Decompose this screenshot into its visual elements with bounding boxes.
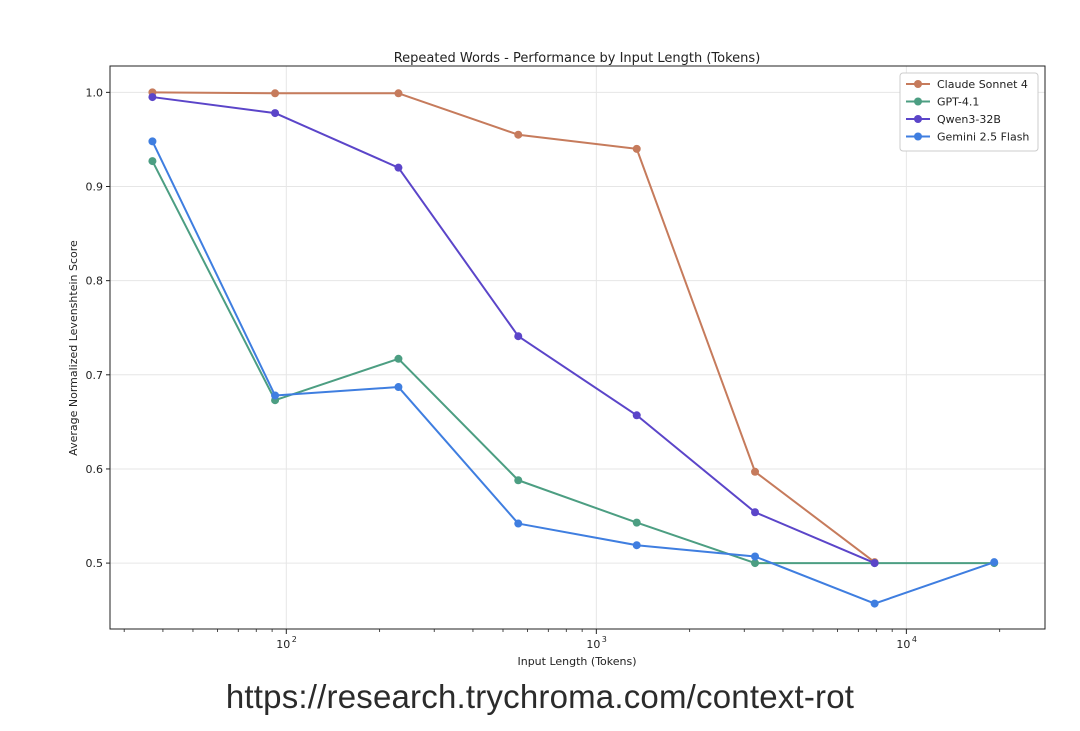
data-point-claude-sonnet-4 — [751, 467, 760, 476]
y-tick-label: 0.8 — [86, 275, 104, 288]
data-point-qwen3-32b — [870, 559, 879, 568]
legend: Claude Sonnet 4 GPT-4.1 Qwen3-32B Gemini 2.… — [899, 72, 1039, 152]
data-point-gemini-2-5-flash — [990, 558, 999, 567]
series-line-qwen3-32b — [152, 96, 876, 565]
x-tick-label: 10 — [276, 638, 290, 651]
x-axis-label: Input Length (Tokens) — [517, 655, 636, 668]
x-tick-exponent: 4 — [912, 635, 917, 644]
data-point-claude-sonnet-4 — [514, 130, 523, 139]
legend-marker-qwen3-32b — [914, 115, 922, 123]
source-url-caption: https://research.trychroma.com/context-r… — [225, 678, 855, 715]
legend-marker-gemini-2-5-flash — [914, 132, 922, 141]
data-point-gemini-2-5-flash — [870, 599, 879, 608]
data-point-qwen3-32b — [148, 93, 157, 102]
legend-marker-gpt-4-1 — [914, 97, 922, 106]
legend-label-qwen3-32b: Qwen3-32B — [937, 113, 1001, 126]
data-point-gpt-4-1 — [632, 518, 641, 527]
plot-area — [109, 65, 1046, 630]
y-tick-label: 1.0 — [86, 86, 104, 99]
y-tick-label: 0.9 — [86, 181, 104, 194]
data-point-gemini-2-5-flash — [514, 519, 523, 528]
data-point-gpt-4-1 — [148, 157, 157, 166]
series-line-gpt-4-1 — [151, 160, 995, 565]
data-point-qwen3-32b — [394, 163, 403, 172]
data-point-qwen3-32b — [514, 332, 523, 341]
legend-label-gpt-4-1: GPT-4.1 — [937, 96, 979, 109]
x-tick-exponent: 2 — [292, 635, 297, 644]
x-tick-label: 10 — [896, 638, 910, 651]
x-tick-label: 10 — [586, 638, 600, 651]
data-point-qwen3-32b — [632, 411, 641, 420]
data-point-gemini-2-5-flash — [148, 137, 157, 146]
data-point-claude-sonnet-4 — [632, 144, 641, 153]
data-point-qwen3-32b — [271, 109, 280, 118]
legend-label-gemini-2-5-flash: Gemini 2.5 Flash — [937, 131, 1029, 144]
y-axis: 0.5 0.6 0.7 0.8 0.9 1.0 — [86, 86, 110, 570]
legend-marker-claude-sonnet-4 — [914, 80, 922, 88]
data-point-gpt-4-1 — [394, 354, 403, 363]
data-point-gemini-2-5-flash — [394, 383, 403, 392]
x-axis: 10 2 10 3 10 4 — [123, 629, 1001, 651]
x-tick-exponent: 3 — [602, 635, 607, 644]
data-point-claude-sonnet-4 — [394, 89, 403, 98]
series-line-gemini-2-5-flash — [151, 140, 995, 605]
data-point-gemini-2-5-flash — [271, 391, 280, 400]
series-layer — [148, 88, 999, 608]
data-point-gemini-2-5-flash — [632, 541, 641, 550]
y-axis-label: Average Normalized Levenshtein Score — [67, 240, 80, 456]
series-line-claude-sonnet-4 — [152, 91, 876, 563]
legend-label-claude-sonnet-4: Claude Sonnet 4 — [937, 78, 1028, 91]
data-point-gpt-4-1 — [751, 559, 760, 568]
data-point-claude-sonnet-4 — [271, 89, 280, 98]
data-point-gpt-4-1 — [514, 476, 523, 485]
chart-title: Repeated Words - Performance by Input Le… — [394, 51, 761, 66]
data-point-qwen3-32b — [751, 508, 760, 517]
data-point-gemini-2-5-flash — [751, 552, 760, 561]
y-tick-label: 0.6 — [86, 463, 104, 476]
y-tick-label: 0.5 — [86, 557, 104, 570]
legend-box — [899, 72, 1039, 152]
y-tick-label: 0.7 — [86, 369, 104, 382]
